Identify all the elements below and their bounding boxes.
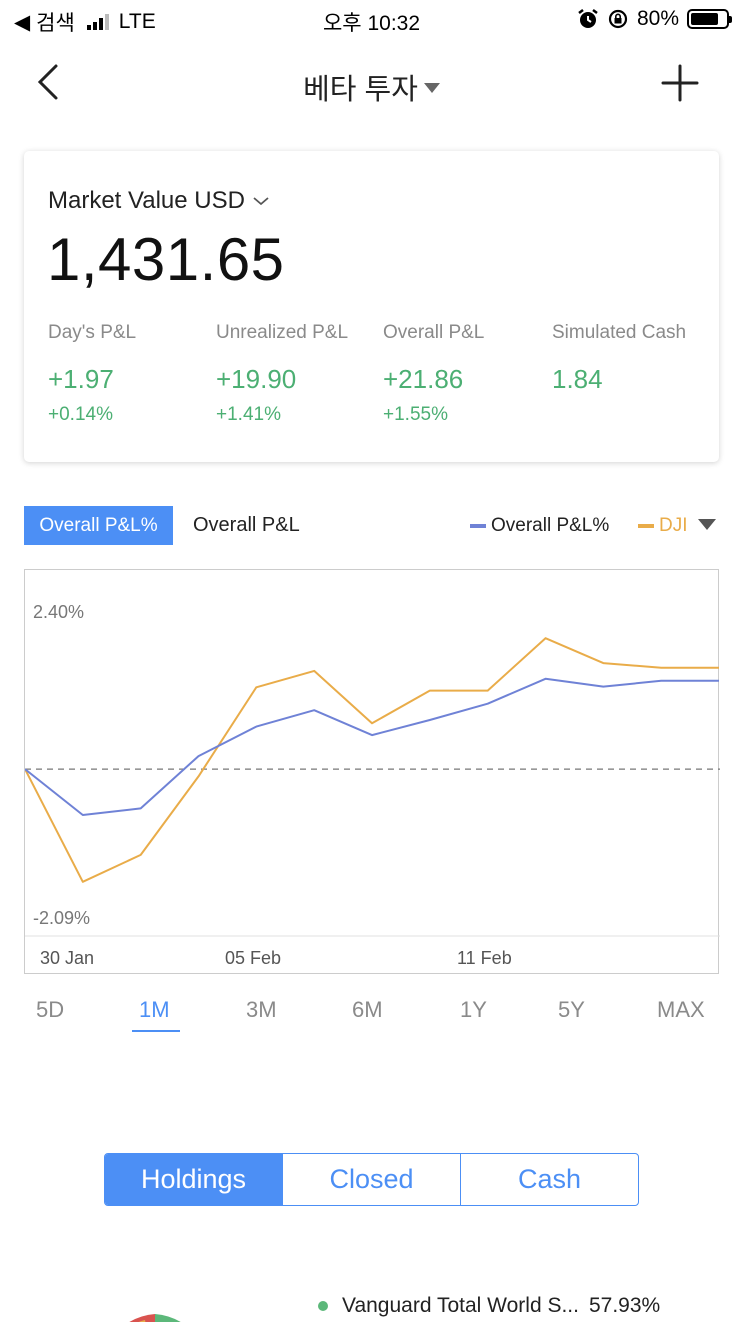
metric-days-pl: Day's P&L +1.97 +0.14% — [48, 322, 136, 426]
range-selector: 5D 1M 3M 6M 1Y 5Y MAX — [0, 997, 743, 1037]
performance-chart[interactable]: 2.40% -2.09% 30 Jan 05 Feb 11 Feb — [24, 569, 720, 974]
metric-label: Overall P&L — [383, 322, 485, 343]
x-tick-label: 30 Jan — [40, 948, 94, 968]
back-chevron-icon[interactable] — [28, 60, 72, 104]
status-left: ◀ 검색 LTE — [14, 7, 156, 37]
metric-value: +21.86 — [383, 364, 464, 394]
allocation-pie-chart — [129, 1314, 181, 1322]
range-5y[interactable]: 5Y — [558, 997, 585, 1022]
holding-percent: 57.93% — [588, 1294, 661, 1317]
legend-swatch — [470, 524, 486, 528]
chart-canvas: 2.40% -2.09% 30 Jan 05 Feb 11 Feb — [25, 602, 720, 968]
segment-closed[interactable]: Closed — [282, 1154, 460, 1205]
y-label-max: 2.40% — [33, 602, 84, 622]
portfolio-title: 베타 투자 — [303, 74, 418, 106]
back-app-label[interactable]: 검색 — [36, 12, 75, 35]
rotation-lock-icon — [608, 9, 628, 29]
segment-holdings[interactable]: Holdings — [105, 1154, 282, 1205]
metric-percent: +1.55% — [383, 404, 448, 425]
market-value: 1,431.65 — [47, 226, 285, 293]
nav-bar: 베타 투자 — [0, 52, 743, 114]
status-time: 오후 10:32 — [322, 12, 421, 35]
back-to-app-icon[interactable]: ◀ — [14, 10, 31, 34]
metric-value: +19.90 — [216, 364, 297, 394]
chevron-down-icon — [253, 197, 269, 206]
status-right: 80% — [577, 7, 732, 31]
toggle-overall-pl-percent[interactable]: Overall P&L% — [24, 506, 173, 545]
series-line-dji — [25, 637, 719, 883]
metric-simulated-cash: Simulated Cash 1.84 — [552, 322, 686, 404]
range-1y[interactable]: 1Y — [460, 997, 487, 1022]
metric-value: +1.97 — [48, 364, 114, 394]
legend-swatch — [638, 524, 654, 528]
market-value-label: Market Value USD — [48, 187, 245, 214]
add-plus-icon[interactable] — [661, 64, 699, 102]
status-bar: ◀ 검색 LTE 오후 10:32 80% — [0, 0, 743, 40]
metric-overall-pl: Overall P&L +21.86 +1.55% — [383, 322, 484, 426]
network-label: LTE — [118, 10, 156, 33]
benchmark-dropdown-icon[interactable] — [698, 519, 716, 530]
battery-icon — [687, 9, 732, 29]
metric-label: Unrealized P&L — [216, 322, 349, 343]
range-1m[interactable]: 1M — [139, 997, 170, 1022]
range-max[interactable]: MAX — [657, 997, 705, 1022]
series-line-overall-pl-percent — [25, 677, 719, 816]
range-5d[interactable]: 5D — [36, 997, 65, 1022]
market-value-selector[interactable]: Market Value USD — [48, 187, 270, 215]
metric-percent: +0.14% — [48, 404, 113, 425]
holding-color-dot — [318, 1301, 328, 1311]
battery-percent: 80% — [636, 7, 679, 30]
toggle-overall-pl[interactable]: Overall P&L — [193, 514, 300, 536]
metric-value: 1.84 — [552, 364, 603, 394]
x-tick-label: 11 Feb — [457, 948, 512, 968]
range-6m[interactable]: 6M — [352, 997, 383, 1022]
dropdown-caret-icon — [423, 83, 440, 94]
portfolio-selector[interactable]: 베타 투자 — [0, 66, 743, 108]
x-tick-label: 05 Feb — [225, 948, 281, 968]
active-range-underline — [132, 1030, 180, 1032]
alarm-icon — [578, 9, 598, 28]
summary-card: Market Value USD 1,431.65 Day's P&L +1.9… — [24, 151, 719, 462]
metric-label: Simulated Cash — [552, 322, 687, 343]
segment-cash[interactable]: Cash — [460, 1154, 638, 1205]
legend-item-dji[interactable]: DJI — [638, 515, 688, 537]
positions-segmented-control: Holdings Closed Cash — [104, 1153, 639, 1206]
metric-unrealized-pl: Unrealized P&L +19.90 +1.41% — [216, 322, 348, 426]
legend-label: DJI — [659, 515, 688, 536]
legend-label: Overall P&L% — [491, 515, 610, 536]
y-label-min: -2.09% — [33, 908, 90, 928]
metric-label: Day's P&L — [48, 322, 137, 343]
holding-name: Vanguard Total World S... — [342, 1294, 579, 1317]
range-3m[interactable]: 3M — [246, 997, 277, 1022]
signal-icon — [86, 14, 109, 30]
legend-item-portfolio: Overall P&L% — [470, 515, 609, 537]
holding-legend-item[interactable]: Vanguard Total World S... 57.93% — [318, 1294, 660, 1318]
metric-percent: +1.41% — [216, 404, 281, 425]
